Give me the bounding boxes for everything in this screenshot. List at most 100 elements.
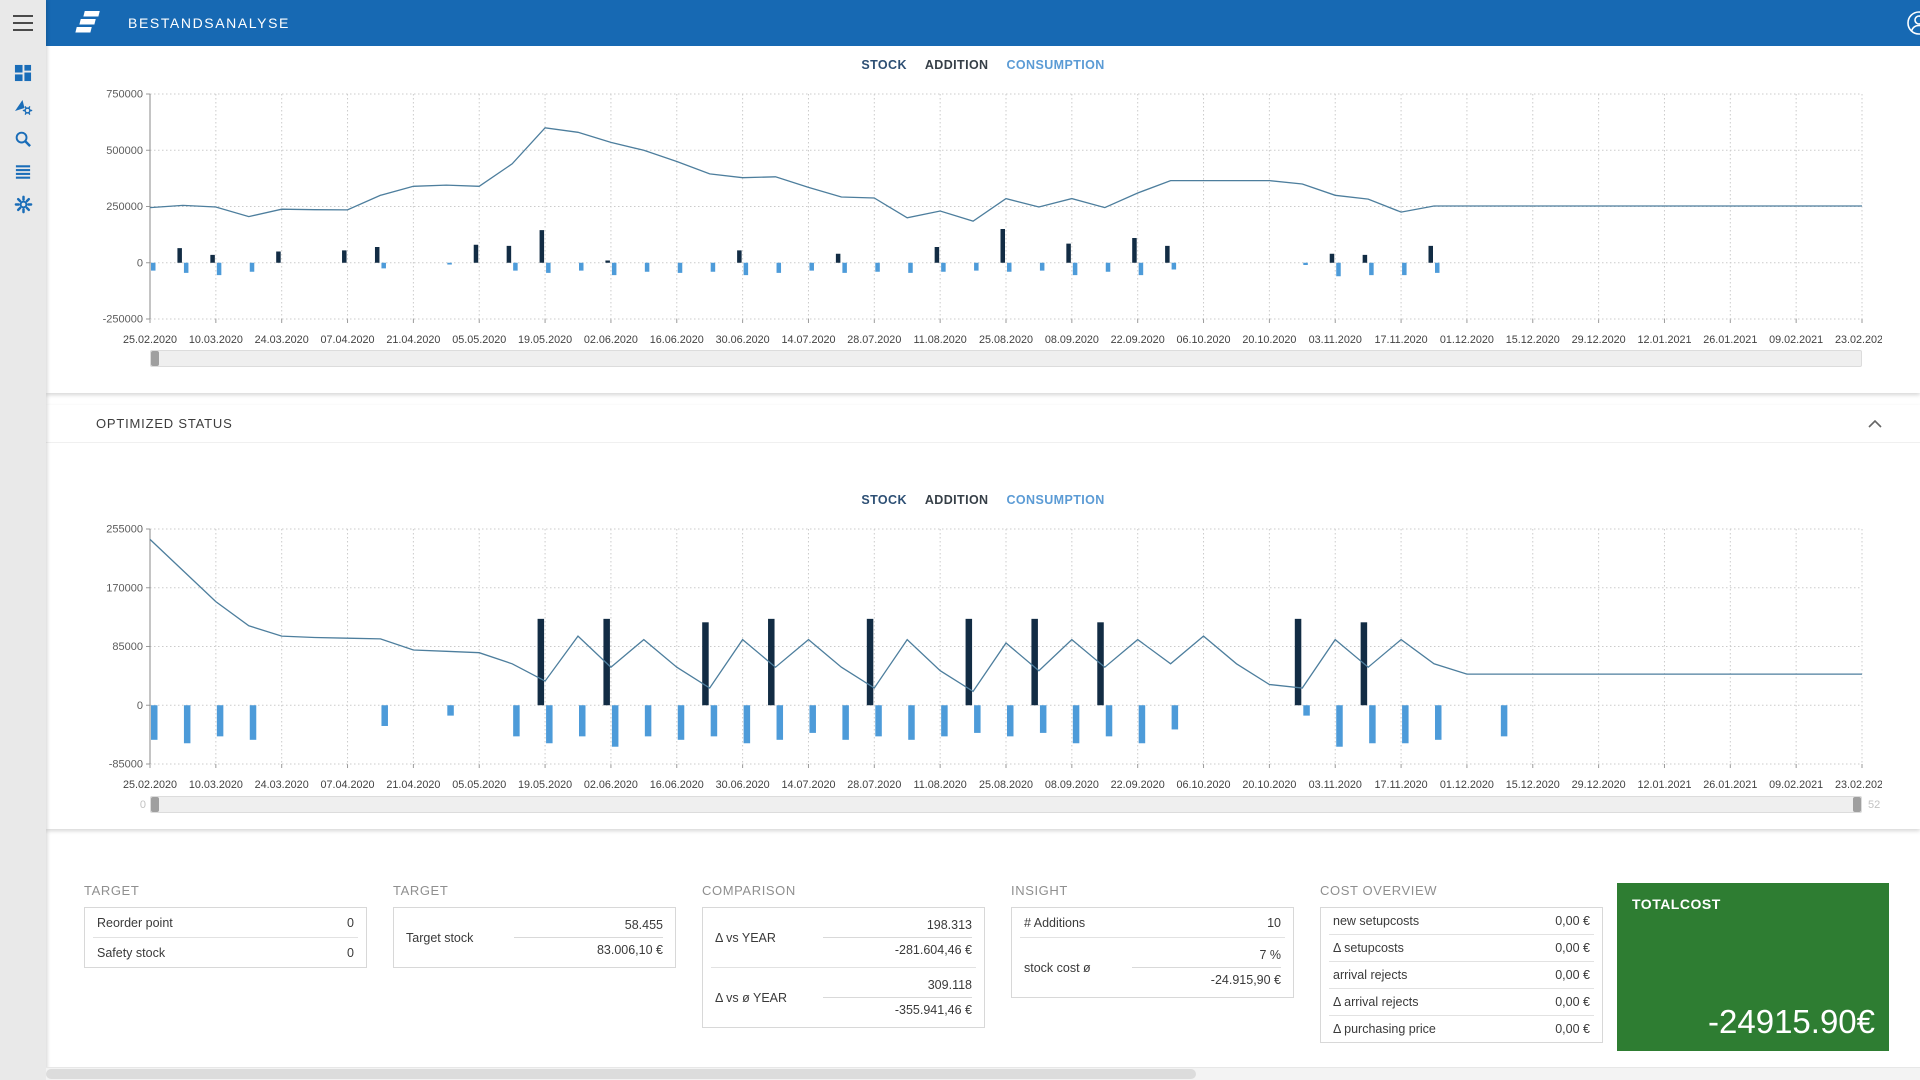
svg-text:02.06.2020: 02.06.2020 [584, 779, 638, 791]
value-group: Δ vs ø YEAR309.118-355.941,46 € [703, 968, 984, 1027]
svg-text:0: 0 [137, 700, 143, 712]
sidebar-settings-icon[interactable] [0, 188, 46, 221]
svg-text:19.05.2020: 19.05.2020 [518, 334, 572, 346]
value-group: Δ vs YEAR198.313-281.604,46 € [703, 908, 984, 967]
legend-item-addition[interactable]: ADDITION [925, 493, 989, 515]
svg-text:03.11.2020: 03.11.2020 [1309, 779, 1362, 791]
table-row: # Additions 10 [1012, 908, 1293, 937]
group-value-top: 7 % [1132, 943, 1281, 967]
app-logo-icon [68, 6, 102, 40]
table-row: Δ arrival rejects 0,00 € [1321, 989, 1602, 1015]
table-row: new setupcosts0,00 € [1321, 908, 1602, 934]
card-box: Target stock58.45583.006,10 € [393, 907, 676, 968]
sidebar-search-icon[interactable] [0, 122, 46, 155]
card-box: new setupcosts0,00 € Δ setupcosts 0,00 € ar… [1320, 907, 1603, 1043]
table-row: Reorder point0 [85, 908, 366, 937]
svg-text:15.12.2020: 15.12.2020 [1506, 334, 1560, 346]
svg-text:21.04.2020: 21.04.2020 [386, 334, 440, 346]
legend-item-stock[interactable]: STOCK [861, 493, 907, 515]
sidebar-dashboard-icon[interactable] [0, 56, 46, 89]
svg-text:01.12.2020: 01.12.2020 [1440, 334, 1494, 346]
scrollbar-handle[interactable] [151, 351, 159, 366]
group-value-top: 58.455 [514, 913, 663, 937]
row-label: Δ setupcosts [1333, 941, 1404, 955]
row-value: 0,00 € [1555, 995, 1590, 1009]
value-group: stock cost ø7 %-24.915,90 € [1012, 938, 1293, 997]
svg-text:19.05.2020: 19.05.2020 [518, 779, 572, 791]
row-value: 0,00 € [1555, 941, 1590, 955]
status-quo-chart[interactable]: 25.02.202010.03.202024.03.202007.04.2020… [92, 80, 1882, 348]
card-title: COST OVERVIEW [1320, 883, 1603, 898]
svg-text:28.07.2020: 28.07.2020 [847, 779, 901, 791]
collapse-chevron-icon[interactable] [1868, 420, 1882, 428]
row-value: 10 [1267, 916, 1281, 930]
svg-text:25.02.2020: 25.02.2020 [123, 779, 177, 791]
table-row: arrival rejects0,00 € [1321, 962, 1602, 988]
svg-text:10.03.2020: 10.03.2020 [189, 779, 243, 791]
svg-text:08.09.2020: 08.09.2020 [1045, 334, 1099, 346]
row-value: 0,00 € [1555, 914, 1590, 928]
svg-text:07.04.2020: 07.04.2020 [321, 334, 375, 346]
group-value-bottom: -281.604,46 € [823, 938, 972, 962]
row-label: Safety stock [97, 946, 165, 960]
svg-text:255000: 255000 [106, 524, 143, 536]
week-range-slider-row: 0 52 [128, 796, 1920, 813]
optimized-status-header[interactable]: OPTIMIZED STATUS [46, 405, 1920, 443]
group-values: 198.313-281.604,46 € [823, 913, 972, 962]
svg-text:22.09.2020: 22.09.2020 [1111, 779, 1165, 791]
svg-text:14.07.2020: 14.07.2020 [781, 334, 835, 346]
slider-max-label: 52 [1868, 799, 1892, 811]
row-value: 0 [347, 946, 354, 960]
svg-text:28.07.2020: 28.07.2020 [847, 334, 901, 346]
legend-item-stock[interactable]: STOCK [861, 58, 907, 80]
svg-text:10.03.2020: 10.03.2020 [189, 334, 243, 346]
cost-overview-card: COST OVERVIEW new setupcosts0,00 € Δ setup… [1320, 883, 1603, 1043]
legend-item-consumption[interactable]: CONSUMPTION [1007, 493, 1105, 515]
svg-text:17.11.2020: 17.11.2020 [1374, 334, 1427, 346]
svg-text:30.06.2020: 30.06.2020 [716, 779, 770, 791]
row-label: # Additions [1024, 916, 1085, 930]
svg-text:0: 0 [137, 257, 143, 269]
totalcost-card: TOTALCOST-24915.90€ [1617, 883, 1889, 1051]
card-title: TARGET [393, 883, 676, 898]
svg-text:16.06.2020: 16.06.2020 [650, 334, 704, 346]
svg-text:24.03.2020: 24.03.2020 [255, 334, 309, 346]
legend-item-consumption[interactable]: CONSUMPTION [1007, 58, 1105, 80]
svg-text:26.01.2021: 26.01.2021 [1703, 779, 1757, 791]
svg-text:01.12.2020: 01.12.2020 [1440, 779, 1494, 791]
svg-text:30.06.2020: 30.06.2020 [716, 334, 770, 346]
sidebar-list-icon[interactable] [0, 155, 46, 188]
slider-handle-right[interactable] [1853, 797, 1861, 812]
svg-text:24.03.2020: 24.03.2020 [255, 779, 309, 791]
svg-text:20.10.2020: 20.10.2020 [1242, 779, 1296, 791]
chart-legend: STOCK ADDITION CONSUMPTION [46, 443, 1920, 515]
svg-text:-250000: -250000 [103, 314, 143, 326]
week-range-slider[interactable] [150, 796, 1862, 813]
page-horizontal-scrollbar[interactable] [46, 1067, 1920, 1080]
svg-text:22.09.2020: 22.09.2020 [1111, 334, 1165, 346]
svg-text:500000: 500000 [106, 145, 143, 157]
svg-text:06.10.2020: 06.10.2020 [1177, 779, 1231, 791]
svg-text:03.11.2020: 03.11.2020 [1309, 334, 1362, 346]
card-title: COMPARISON [702, 883, 985, 898]
svg-text:170000: 170000 [106, 582, 143, 594]
group-value-bottom: 83.006,10 € [514, 938, 663, 962]
card-box: Reorder point0 Safety stock 0 [84, 907, 367, 968]
sidebar-analytics-icon[interactable] [0, 89, 46, 122]
account-icon[interactable] [1904, 8, 1920, 38]
group-label: Δ vs ø YEAR [715, 991, 823, 1005]
row-label: Reorder point [97, 916, 173, 930]
legend-item-addition[interactable]: ADDITION [925, 58, 989, 80]
svg-text:21.04.2020: 21.04.2020 [386, 779, 440, 791]
optimized-chart[interactable]: 25.02.202010.03.202024.03.202007.04.2020… [92, 515, 1882, 793]
value-group: Target stock58.45583.006,10 € [394, 908, 675, 967]
hamburger-menu-button[interactable] [13, 15, 33, 31]
slider-handle-left[interactable] [151, 797, 159, 812]
scrollbar-thumb[interactable] [46, 1069, 1196, 1079]
row-label: Δ arrival rejects [1333, 995, 1418, 1009]
svg-text:25.08.2020: 25.08.2020 [979, 334, 1033, 346]
svg-text:08.09.2020: 08.09.2020 [1045, 779, 1099, 791]
chart-scrollbar[interactable] [150, 350, 1862, 367]
sidebar-nav [0, 56, 46, 221]
svg-text:29.12.2020: 29.12.2020 [1572, 334, 1626, 346]
